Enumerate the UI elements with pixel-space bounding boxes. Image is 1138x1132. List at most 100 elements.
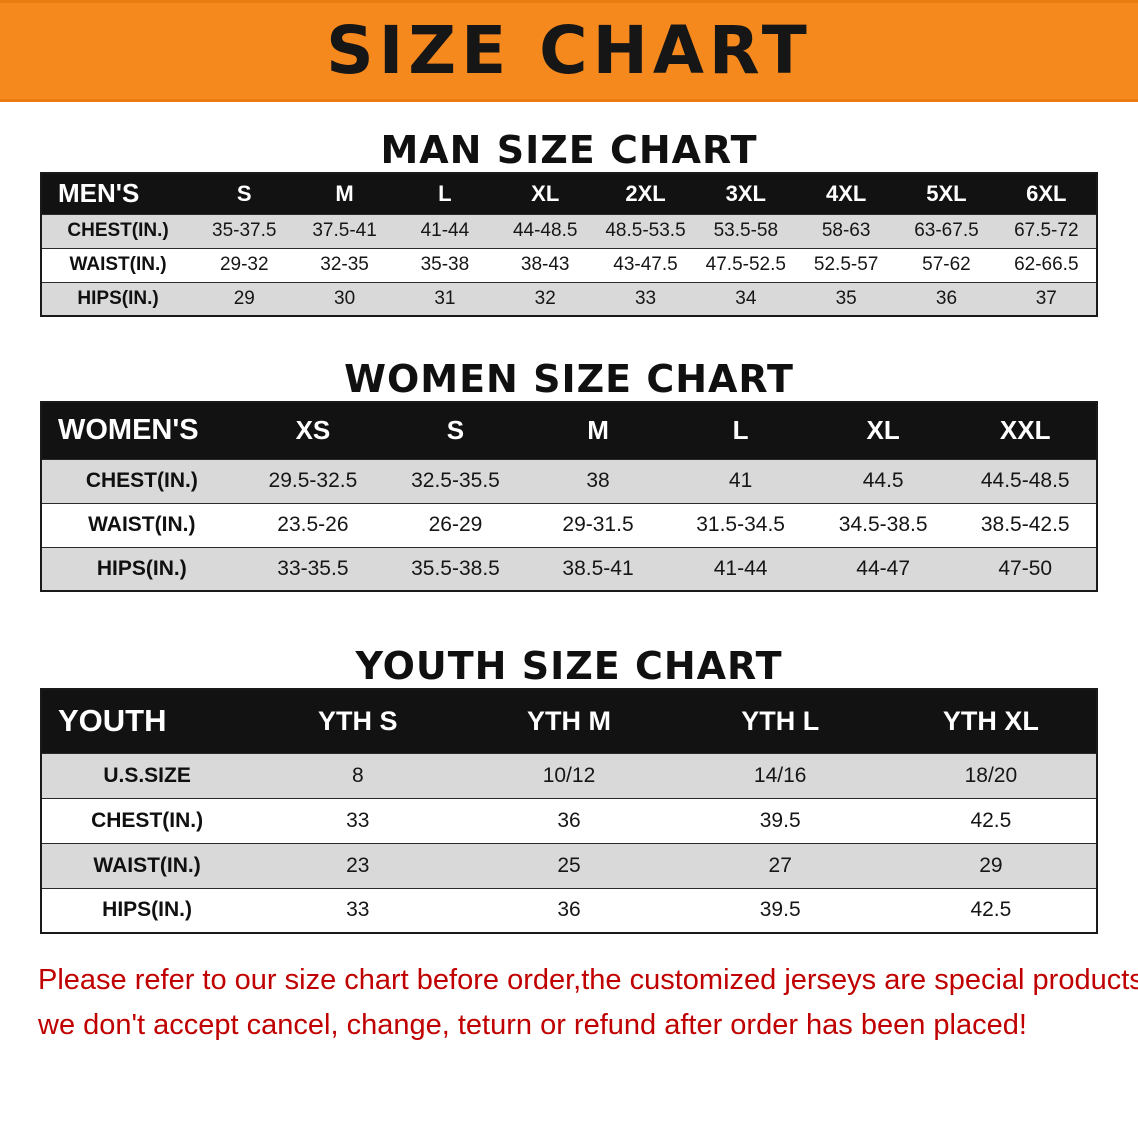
- size-column-header: YTH M: [463, 689, 675, 753]
- size-column-header: YTH L: [674, 689, 886, 753]
- size-column-header: YTH S: [252, 689, 464, 753]
- table-corner-label: MEN'S: [41, 173, 195, 214]
- size-value: 42.5: [970, 898, 1012, 922]
- size-value: 62-66.5: [1014, 254, 1079, 275]
- table-row: U.S.SIZE 8 10/12 14/16 18/20: [41, 753, 1097, 798]
- row-label: WAIST(IN.): [93, 853, 201, 877]
- size-value: 36: [935, 287, 958, 309]
- size-value: 34.5-38.5: [838, 513, 928, 536]
- size-value: 41-44: [713, 556, 768, 580]
- table-row: HIPS(IN.) 29 30 31 32 33 34 35 36 37: [41, 282, 1097, 316]
- size-value: 33: [346, 808, 370, 832]
- size-value: 41: [728, 469, 753, 492]
- size-value: 10/12: [542, 763, 596, 787]
- size-value: 33: [346, 898, 370, 922]
- size-chart-banner: SIZE CHART: [0, 0, 1138, 102]
- size-column-header: L: [669, 402, 812, 459]
- size-column-header: XL: [495, 173, 596, 214]
- table-corner-label: WOMEN'S: [41, 402, 242, 459]
- size-value: 38.5-41: [562, 556, 634, 580]
- size-column-header: 2XL: [595, 173, 696, 214]
- size-value: 38.5-42.5: [980, 513, 1070, 536]
- size-value: 35-38: [420, 254, 470, 275]
- size-column-header: M: [294, 173, 395, 214]
- size-value: 33-35.5: [277, 556, 349, 580]
- size-value: 31.5-34.5: [696, 513, 785, 536]
- row-label: CHEST(IN.): [85, 469, 198, 492]
- size-value: 29.5-32.5: [268, 469, 358, 492]
- size-value: 23.5-26: [277, 513, 349, 536]
- size-value: 67.5-72: [1014, 220, 1079, 241]
- table-row: WAIST(IN.) 29-32 32-35 35-38 38-43 43-47.5 47.…: [41, 248, 1097, 282]
- size-value: 34: [735, 287, 757, 309]
- size-column-header: YTH XL: [885, 689, 1097, 753]
- disclaimer-text: Please refer to our size chart before or…: [38, 958, 1138, 1048]
- size-value: 31: [434, 287, 456, 309]
- size-value: 35: [835, 287, 857, 309]
- size-value: 23: [346, 853, 370, 877]
- size-value: 53.5-58: [713, 220, 779, 241]
- size-value: 36: [557, 898, 581, 922]
- size-column-header: L: [394, 173, 496, 214]
- size-column-header: 3XL: [695, 173, 796, 214]
- size-value: 41-44: [420, 220, 470, 241]
- size-value: 42.5: [970, 808, 1012, 832]
- size-value: 29-32: [219, 254, 269, 275]
- row-label: HIPS(IN.): [77, 287, 159, 309]
- row-label: HIPS(IN.): [96, 556, 187, 580]
- table-row: WAIST(IN.) 23 25 27 29: [41, 843, 1097, 888]
- size-column-header: S: [384, 402, 527, 459]
- youth-size-chart-heading: YOUTH SIZE CHART: [355, 644, 783, 688]
- size-value: 52.5-57: [813, 254, 879, 275]
- row-label: U.S.SIZE: [103, 763, 191, 787]
- table-row: CHEST(IN.) 33 36 39.5 42.5: [41, 798, 1097, 843]
- size-value: 36: [557, 808, 581, 832]
- disclaimer-line-2: we don't accept cancel, change, teturn o…: [38, 1008, 1027, 1041]
- size-value: 38-43: [520, 254, 570, 275]
- size-value: 63-67.5: [914, 220, 979, 241]
- row-label: WAIST(IN.): [88, 513, 196, 536]
- size-value: 48.5-53.5: [605, 220, 686, 241]
- table-row: HIPS(IN.) 33 36 39.5 42.5: [41, 888, 1097, 933]
- size-column-header: 6XL: [996, 173, 1097, 214]
- women-size-chart-heading: WOMEN SIZE CHART: [344, 357, 794, 401]
- size-column-header: XXL: [954, 402, 1097, 459]
- size-column-header: 4XL: [795, 173, 897, 214]
- size-value: 58-63: [821, 220, 871, 241]
- size-value: 39.5: [759, 808, 801, 832]
- size-value: 27: [768, 853, 792, 877]
- size-value: 33: [634, 287, 657, 309]
- size-column-header: XS: [241, 402, 385, 459]
- disclaimer-line-1: Please refer to our size chart before or…: [38, 964, 1138, 996]
- row-label: WAIST(IN.): [69, 254, 167, 275]
- size-value: 29: [233, 287, 255, 309]
- banner-title: SIZE CHART: [326, 12, 812, 89]
- table-header-row: MEN'S S M L XL 2XL 3XL 4XL 5XL 6XL: [41, 173, 1097, 214]
- row-label: CHEST(IN.): [67, 220, 169, 241]
- size-value: 57-62: [922, 254, 971, 275]
- size-value: 8: [351, 763, 364, 787]
- size-value: 30: [334, 287, 356, 309]
- size-value: 47-50: [998, 556, 1053, 580]
- size-value: 35.5-38.5: [411, 556, 500, 580]
- man-size-chart-heading: MAN SIZE CHART: [380, 128, 758, 172]
- table-row: WAIST(IN.) 23.5-26 26-29 29-31.5 31.5-34.5 34…: [41, 503, 1097, 547]
- table-row: HIPS(IN.) 33-35.5 35.5-38.5 38.5-41 41-44 44-…: [41, 547, 1097, 591]
- size-value: 47.5-52.5: [705, 254, 786, 275]
- youth-size-table: YOUTH YTH S YTH M YTH L YTH XL U.S.SIZE 8 10/12…: [40, 688, 1098, 934]
- size-value: 14/16: [753, 763, 807, 787]
- size-value: 29-31.5: [562, 513, 634, 536]
- table-row: CHEST(IN.) 35-37.5 37.5-41 41-44 44-48.5 48.5…: [41, 214, 1097, 248]
- size-value: 44-47: [856, 556, 911, 580]
- size-value: 39.5: [759, 898, 801, 922]
- table-row: CHEST(IN.) 29.5-32.5 32.5-35.5 38 41 44.5 44.5…: [41, 459, 1097, 503]
- size-column-header: M: [526, 402, 670, 459]
- row-label: CHEST(IN.): [91, 808, 204, 832]
- size-value: 25: [557, 853, 581, 877]
- size-column-header: 5XL: [896, 173, 997, 214]
- size-value: 35-37.5: [212, 220, 277, 241]
- size-value: 32-35: [320, 254, 369, 275]
- row-label: HIPS(IN.): [102, 898, 193, 922]
- size-value: 18/20: [964, 763, 1018, 787]
- size-value: 32.5-35.5: [411, 469, 500, 492]
